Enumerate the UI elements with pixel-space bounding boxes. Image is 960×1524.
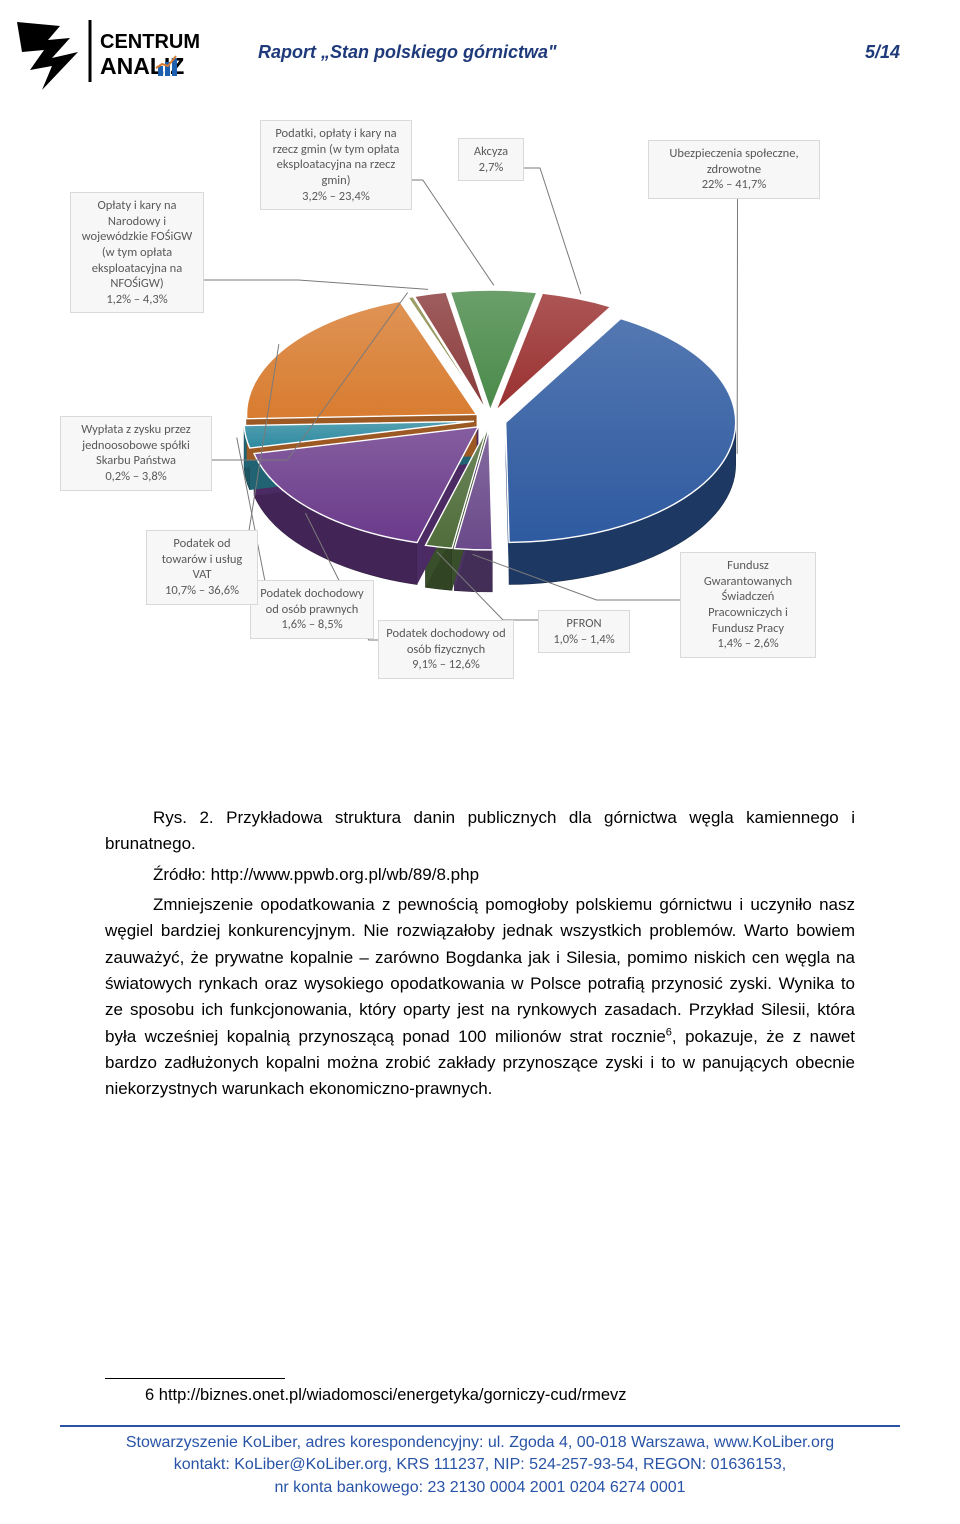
label-wyplata: Wypłata z zysku przez jednoosobowe spółk…: [60, 416, 212, 491]
body-text: Rys. 2. Przykładowa struktura danin publ…: [105, 805, 855, 1103]
label-fos: Opłaty i kary na Narodowy i wojewódzkie …: [70, 192, 204, 313]
label-fgsp: Fundusz Gwarantowanych Świadczeń Pracown…: [680, 552, 816, 658]
footer: Stowarzyszenie KoLiber, adres koresponde…: [60, 1432, 900, 1499]
source-url: http://www.ppwb.org.pl/wb/89/8.php: [211, 865, 479, 884]
body-paragraph: Zmniejszenie opodatkowania z pewnością p…: [105, 892, 855, 1103]
svg-text:ANALIZ: ANALIZ: [100, 53, 184, 79]
label-ubezp: Ubezpieczenia społeczne, zdrowotne22% – …: [648, 140, 820, 199]
label-cit: Podatek dochodowy od osób prawnych1,6% –…: [250, 580, 374, 639]
label-vat: Podatek od towarów i usług VAT10,7% – 36…: [146, 530, 258, 605]
label-pit: Podatek dochodowy od osób fizycznych9,1%…: [378, 620, 514, 679]
report-title: Raport „Stan polskiego górnictwa": [258, 42, 557, 63]
logo: CENTRUM ANALIZ: [12, 12, 202, 102]
label-akcyza: Akcyza2,7%: [458, 138, 524, 181]
footer-line-3: nr konta bankowego: 23 2130 0004 2001 02…: [60, 1477, 900, 1499]
footer-rule: [60, 1425, 900, 1427]
label-gminy: Podatki, opłaty i kary na rzecz gmin (w …: [260, 120, 412, 210]
figure-caption: Rys. 2. Przykładowa struktura danin publ…: [105, 805, 855, 858]
page-number: 5/14: [865, 42, 900, 63]
footnote: 6 http://biznes.onet.pl/wiadomosci/energ…: [145, 1386, 627, 1405]
label-pfron: PFRON1,0% – 1,4%: [538, 610, 630, 653]
pie-chart: Ubezpieczenia społeczne, zdrowotne22% – …: [60, 120, 900, 760]
footer-line-1: Stowarzyszenie KoLiber, adres koresponde…: [60, 1432, 900, 1454]
footnote-rule: [105, 1378, 285, 1379]
footer-line-2: kontakt: KoLiber@KoLiber.org, KRS 111237…: [60, 1454, 900, 1476]
figure-source: Źródło: http://www.ppwb.org.pl/wb/89/8.p…: [105, 862, 855, 888]
svg-text:CENTRUM: CENTRUM: [100, 31, 200, 53]
